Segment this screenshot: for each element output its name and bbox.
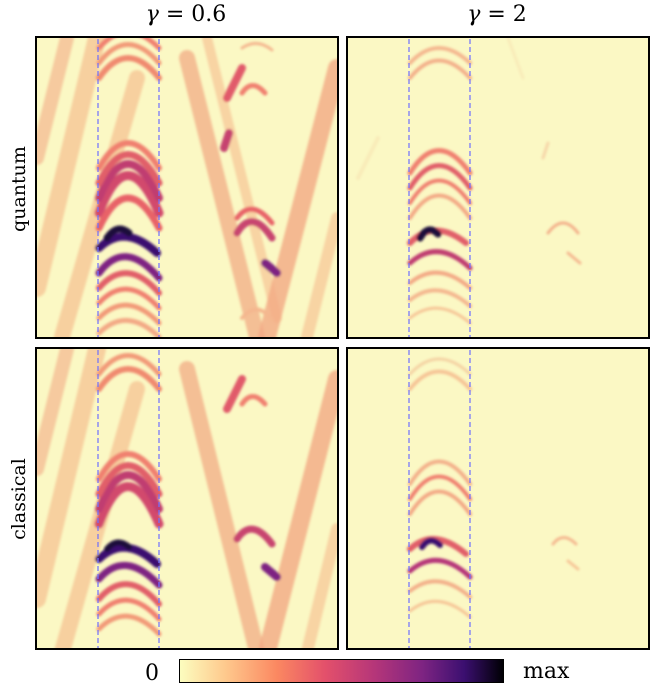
column-title-gamma-0.6: γ = 0.6 — [36, 2, 336, 27]
heatmap-quantum-strong — [37, 38, 337, 337]
heatmap-classical-weak — [348, 349, 648, 648]
gamma-symbol: γ — [467, 2, 481, 27]
row-label-quantum: quantum — [8, 146, 30, 232]
gamma-value: = 0.6 — [165, 2, 227, 27]
colorbar-max-label: max — [523, 659, 570, 684]
gamma-value: = 2 — [487, 2, 527, 27]
panel-quantum-gamma-2 — [346, 36, 650, 339]
row-label-classical: classical — [8, 458, 30, 540]
column-title-gamma-2: γ = 2 — [347, 2, 647, 27]
highlight-box — [408, 38, 471, 337]
colorbar-gradient — [180, 660, 503, 682]
colorbar — [179, 659, 504, 683]
panel-classical-gamma-2 — [346, 347, 650, 650]
panel-classical-gamma-0.6 — [35, 347, 339, 650]
heatmap-quantum-weak — [348, 38, 648, 337]
panel-quantum-gamma-0.6 — [35, 36, 339, 339]
gamma-symbol: γ — [145, 2, 159, 27]
heatmap-classical-strong — [37, 349, 337, 648]
colorbar-min-label: 0 — [145, 661, 159, 686]
highlight-box — [97, 38, 160, 337]
